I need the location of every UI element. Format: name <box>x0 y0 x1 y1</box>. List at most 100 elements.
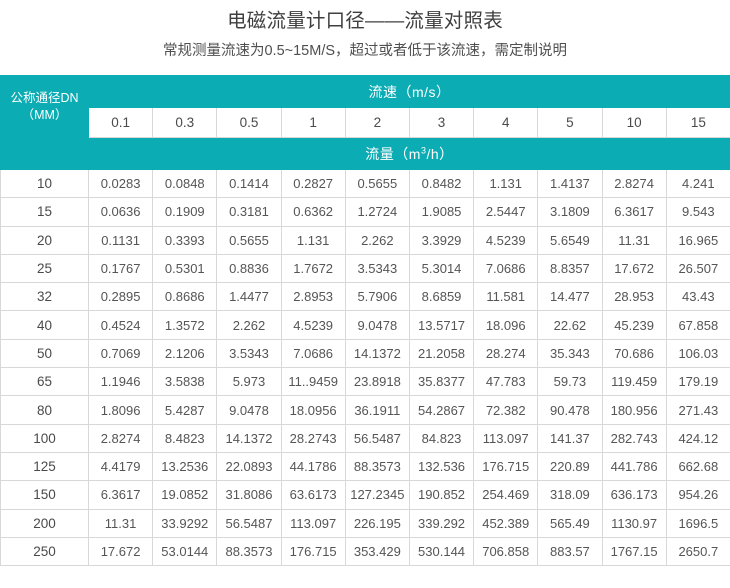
flow-value-cell: 0.5301 <box>152 253 218 284</box>
flow-value-cell: 16.965 <box>665 225 730 255</box>
flow-value-cell: 33.9292 <box>152 508 218 538</box>
speed-header-1: 0.3 <box>152 107 218 138</box>
dn-cell: 150 <box>0 480 89 510</box>
flow-value-cell: 0.8686 <box>152 282 218 312</box>
flow-value-cell: 0.4524 <box>87 310 154 340</box>
header-row-velocity-group: 公称通径DN （MM） 流速（m/s） <box>0 75 730 138</box>
flow-value-cell: 176.715 <box>473 451 539 482</box>
flow-value-cell: 180.956 <box>601 395 667 425</box>
dn-cell: 50 <box>0 338 89 369</box>
flow-value-cell: 0.2895 <box>87 282 154 312</box>
flow-value-cell: 271.43 <box>665 395 730 425</box>
flow-value-cell: 28.2743 <box>280 423 346 453</box>
flow-value-cell: 13.2536 <box>152 451 218 482</box>
flow-value-cell: 954.26 <box>665 480 730 510</box>
dn-cell: 125 <box>0 451 89 482</box>
flow-value-cell: 4.5239 <box>473 225 539 255</box>
flow-value-cell: 190.852 <box>408 480 475 510</box>
flow-value-cell: 220.89 <box>537 451 603 482</box>
flow-value-cell: 452.389 <box>473 508 539 538</box>
dn-header-line1: 公称通径DN <box>10 90 79 105</box>
flow-value-cell: 0.8482 <box>408 168 475 199</box>
flow-value-cell: 7.0686 <box>280 338 346 369</box>
flow-value-cell: 5.3014 <box>408 253 475 284</box>
speed-header-3: 1 <box>280 107 346 138</box>
dn-header-cell: 公称通径DN （MM） <box>0 75 89 138</box>
flow-value-cell: 565.49 <box>537 508 603 538</box>
flow-label-prefix: 流量（m <box>365 145 421 162</box>
flow-value-cell: 67.858 <box>665 310 730 340</box>
flow-value-cell: 0.7069 <box>87 338 154 369</box>
flow-value-cell: 2.8953 <box>280 282 346 312</box>
table-row: 100 2.8274 8.4823 14.1372 28.2743 56.5487 84.8… <box>0 423 730 453</box>
flow-value-cell: 47.783 <box>473 367 539 397</box>
flow-value-cell: 318.09 <box>537 480 603 510</box>
flow-value-cell: 18.0956 <box>280 395 346 425</box>
flow-value-cell: 127.2345 <box>344 480 410 510</box>
dn-cell: 100 <box>0 423 89 453</box>
flow-value-cell: 17.672 <box>87 536 154 567</box>
flow-value-cell: 1.4477 <box>216 282 282 312</box>
flow-value-cell: 28.274 <box>473 338 539 369</box>
page-subtitle: 常规测量流速为0.5~15M/S，超过或者低于该流速，需定制说明 <box>162 43 568 59</box>
flow-value-cell: 19.0852 <box>152 480 218 510</box>
flow-value-cell: 179.19 <box>665 367 730 397</box>
table-row: 20 0.1131 0.3393 0.5655 1.131 2.262 3.3929 4.52… <box>0 225 730 255</box>
dn-cell: 15 <box>0 197 89 227</box>
flow-value-cell: 56.5487 <box>216 508 282 538</box>
table-row: 32 0.2895 0.8686 1.4477 2.8953 5.7906 8.6859 11… <box>0 282 730 312</box>
flow-value-cell: 3.5838 <box>152 367 218 397</box>
flow-value-cell: 22.0893 <box>216 451 282 482</box>
flow-value-cell: 1696.5 <box>665 508 730 538</box>
flow-value-cell: 1.8096 <box>87 395 154 425</box>
flow-value-cell: 1.131 <box>280 225 346 255</box>
flow-value-cell: 9.0478 <box>216 395 282 425</box>
flow-value-cell: 5.4287 <box>152 395 218 425</box>
flow-value-cell: 353.429 <box>344 536 410 567</box>
flow-value-cell: 36.1911 <box>344 395 410 425</box>
flow-value-cell: 9.0478 <box>344 310 410 340</box>
speed-header-6: 4 <box>473 107 539 138</box>
flow-value-cell: 5.7906 <box>344 282 410 312</box>
flow-comparison-table: 公称通径DN （MM） 流速（m/s） 0.1 0.3 0.5 1 2 3 4 … <box>0 75 730 567</box>
flow-value-cell: 0.3393 <box>152 225 218 255</box>
flow-value-cell: 176.715 <box>280 536 346 567</box>
flow-value-cell: 441.786 <box>601 451 667 482</box>
flow-value-cell: 0.8836 <box>216 253 282 284</box>
flow-value-cell: 4.241 <box>665 168 730 199</box>
flow-value-cell: 72.382 <box>473 395 539 425</box>
flow-value-cell: 54.2867 <box>408 395 475 425</box>
flow-value-cell: 339.292 <box>408 508 475 538</box>
flow-value-cell: 7.0686 <box>473 253 539 284</box>
flow-value-cell: 21.2058 <box>408 338 475 369</box>
flow-value-cell: 0.0636 <box>87 197 154 227</box>
flow-value-cell: 132.536 <box>408 451 475 482</box>
flow-group-header: 流量（m3/h） <box>88 137 730 170</box>
flow-value-cell: 31.8086 <box>216 480 282 510</box>
flow-value-cell: 662.68 <box>665 451 730 482</box>
flow-value-cell: 141.37 <box>537 423 603 453</box>
flow-value-cell: 113.097 <box>280 508 346 538</box>
flow-value-cell: 14.477 <box>537 282 603 312</box>
flow-value-cell: 13.5717 <box>408 310 475 340</box>
table-container: 公称通径DN （MM） 流速（m/s） 0.1 0.3 0.5 1 2 3 4 … <box>0 64 730 567</box>
flow-value-cell: 84.823 <box>408 423 475 453</box>
flow-value-cell: 0.1414 <box>216 168 282 199</box>
flow-value-cell: 11.31 <box>87 508 154 538</box>
flow-value-cell: 43.43 <box>665 282 730 312</box>
flow-value-cell: 0.5655 <box>344 168 410 199</box>
flow-value-cell: 56.5487 <box>344 423 410 453</box>
flow-value-cell: 636.173 <box>601 480 667 510</box>
flow-value-cell: 18.096 <box>473 310 539 340</box>
dn-cell: 40 <box>0 310 89 340</box>
dn-cell: 20 <box>0 225 89 255</box>
speed-header-8: 10 <box>601 107 667 138</box>
header-row-speed-values: 0.1 0.3 0.5 1 2 3 4 5 10 15 <box>1 107 730 138</box>
flow-value-cell: 23.8918 <box>344 367 410 397</box>
flow-value-cell: 5.973 <box>216 367 282 397</box>
table-row: 250 17.672 53.0144 88.3573 176.715 353.429 530… <box>0 536 730 567</box>
flow-value-cell: 22.62 <box>537 310 603 340</box>
flow-value-cell: 59.73 <box>537 367 603 397</box>
speed-header-4: 2 <box>344 107 410 138</box>
table-row: 125 4.4179 13.2536 22.0893 44.1786 88.3573 132… <box>0 451 730 482</box>
